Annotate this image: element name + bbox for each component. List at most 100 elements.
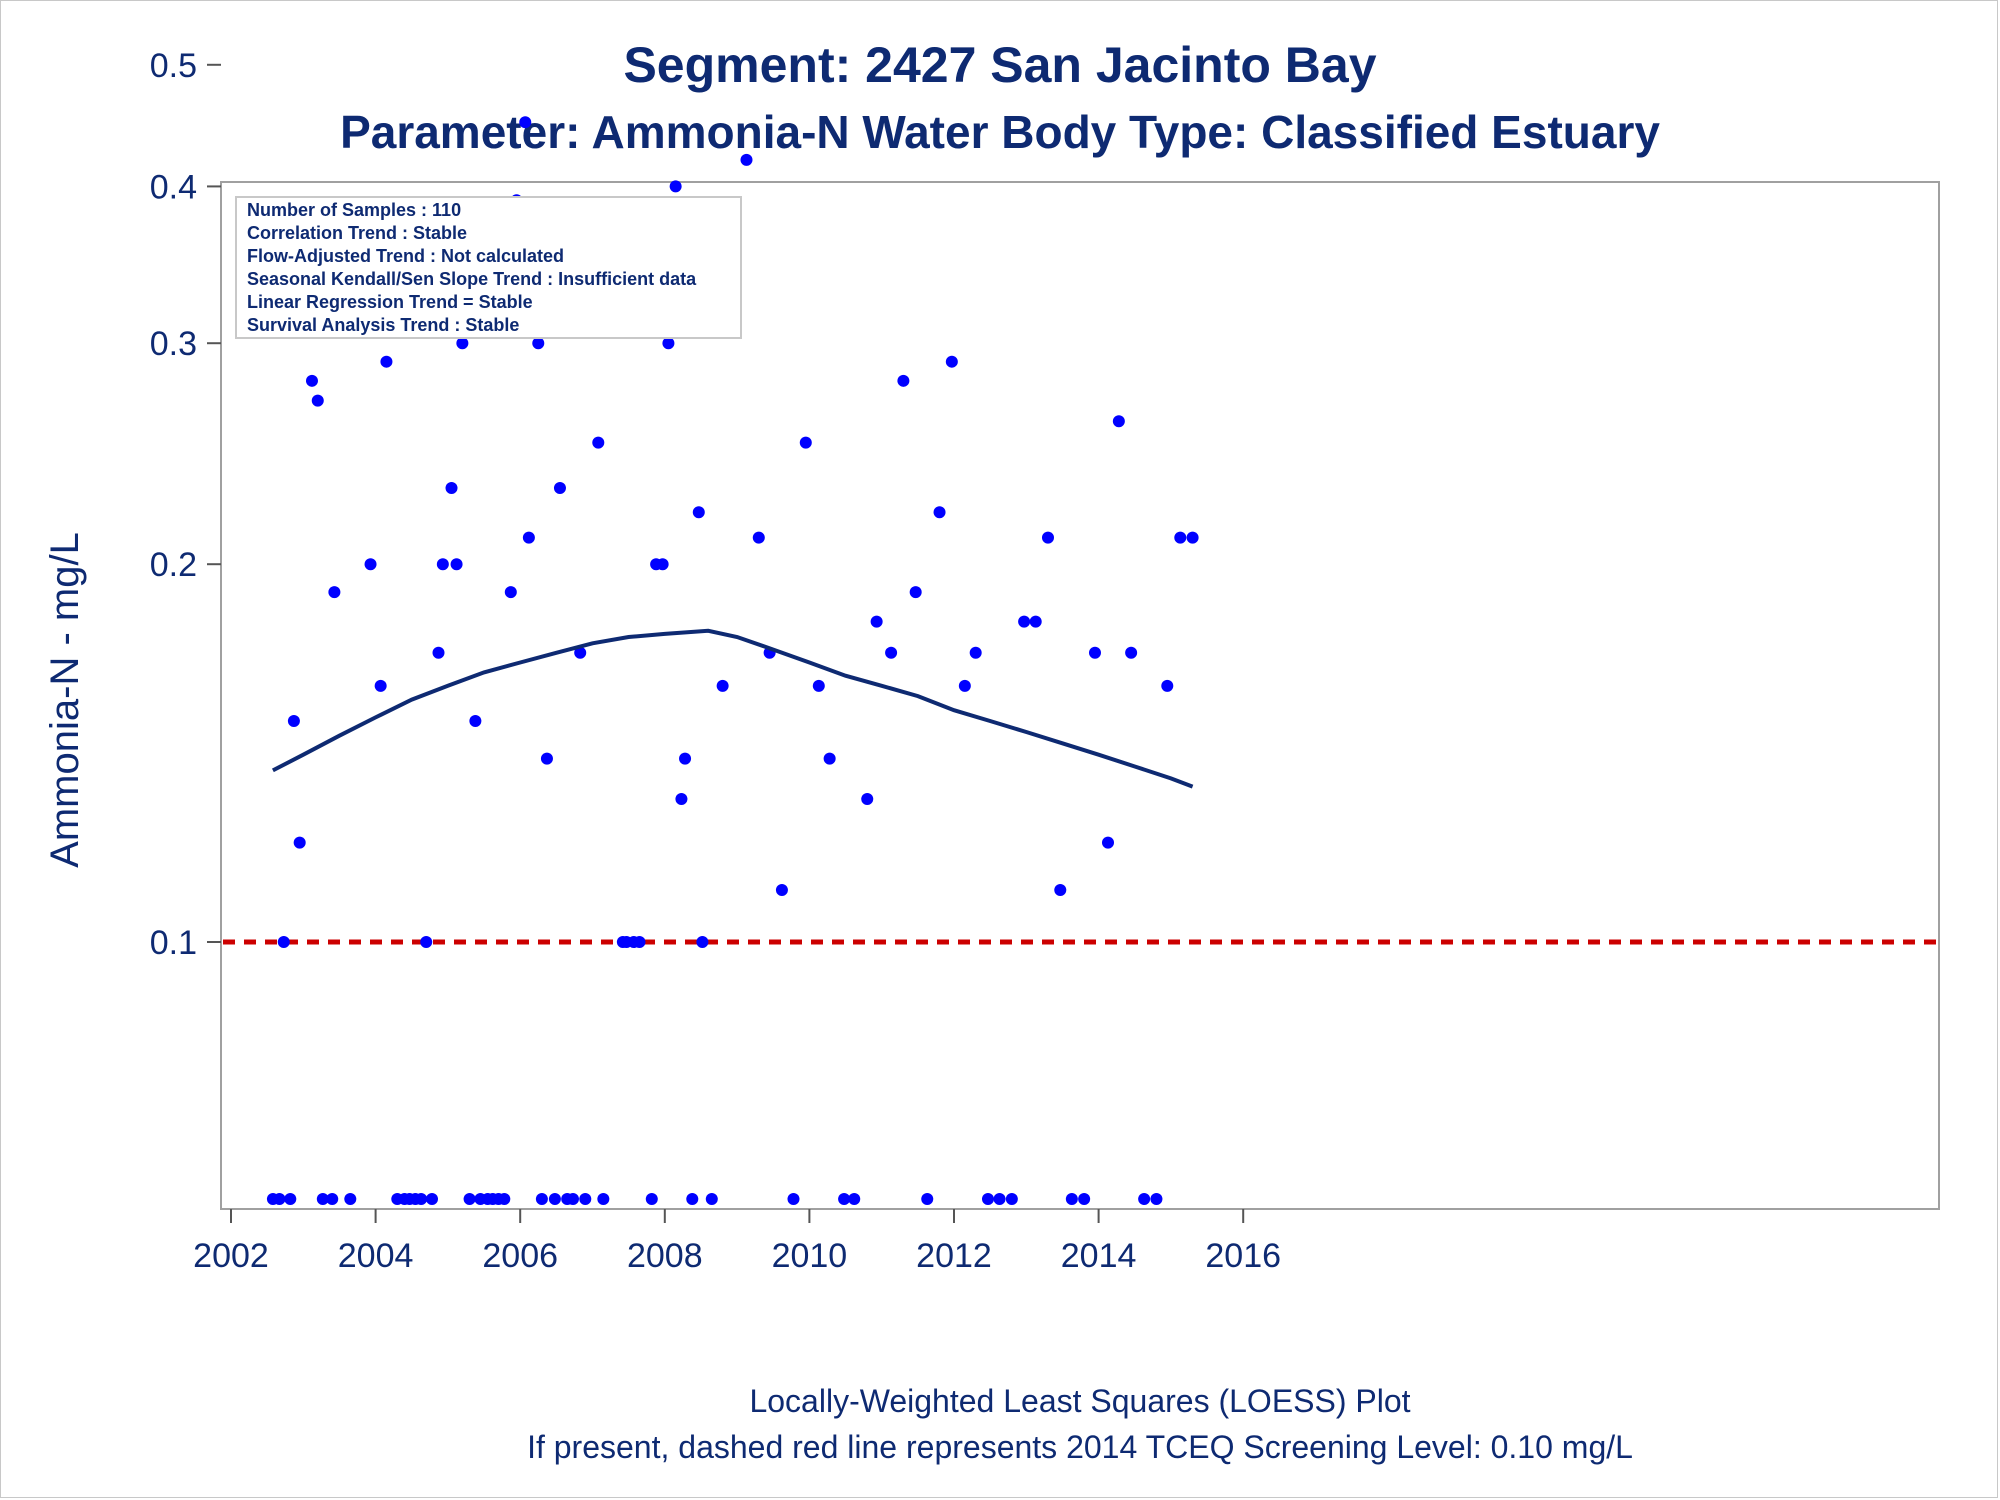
data-point <box>1174 531 1187 544</box>
data-point <box>522 531 535 544</box>
plot-area <box>220 181 1940 1210</box>
data-point <box>669 180 682 193</box>
data-point <box>1018 615 1031 628</box>
x-axis: 2002 2004 2006 2008 2010 2012 2014 2016 <box>193 1209 1281 1275</box>
data-point <box>897 374 910 387</box>
data-point <box>432 646 445 659</box>
data-point <box>316 1193 329 1205</box>
data-point <box>328 586 341 599</box>
data-point <box>273 1193 286 1205</box>
x-tick-label: 2008 <box>627 1237 703 1275</box>
y-tick-label: 0.1 <box>150 924 197 962</box>
data-point <box>1088 646 1101 659</box>
x-tick-label: 2010 <box>772 1237 848 1275</box>
data-point <box>645 1193 658 1205</box>
stats-samples: Number of Samples : 110 <box>247 200 461 220</box>
data-point <box>921 1193 934 1205</box>
data-point <box>675 793 688 806</box>
data-point <box>535 1193 548 1205</box>
data-point <box>686 1193 699 1205</box>
data-point <box>662 337 675 350</box>
data-point <box>705 1193 718 1205</box>
data-point <box>287 715 300 728</box>
stats-flow-adjusted-trend: Flow-Adjusted Trend : Not calculated <box>247 246 564 266</box>
data-point <box>1078 1193 1091 1205</box>
data-point <box>498 1193 511 1205</box>
data-point <box>969 646 982 659</box>
stats-box: Number of Samples : 110 Correlation Tren… <box>235 196 742 339</box>
data-point <box>1186 531 1199 544</box>
data-point <box>1138 1193 1151 1205</box>
x-tick-label: 2006 <box>482 1237 558 1275</box>
data-point <box>284 1193 297 1205</box>
data-point <box>740 153 753 166</box>
data-point <box>838 1193 851 1205</box>
data-point <box>1029 615 1042 628</box>
data-point <box>450 558 463 571</box>
data-point <box>1065 1193 1078 1205</box>
x-tick-label: 2002 <box>193 1237 269 1275</box>
x-tick-label: 2012 <box>916 1237 992 1275</box>
data-point <box>787 1193 800 1205</box>
data-point <box>861 793 874 806</box>
data-point <box>823 752 836 765</box>
data-point <box>456 337 469 350</box>
data-point <box>540 752 553 765</box>
footnote-loess: Locally-Weighted Least Squares (LOESS) P… <box>749 1383 1410 1419</box>
data-points <box>266 116 1199 1205</box>
data-point <box>305 374 318 387</box>
data-point <box>1150 1193 1163 1205</box>
x-tick-label: 2014 <box>1061 1237 1137 1275</box>
data-point <box>364 558 377 571</box>
y-axis-label: Ammonia-N - mg/L <box>43 532 87 868</box>
y-axis: 0.10.20.30.40.50.60.7 <box>150 47 221 962</box>
data-point <box>1101 836 1114 849</box>
stats-linear-regression-trend: Linear Regression Trend = Stable <box>247 292 533 312</box>
data-point <box>548 1193 561 1205</box>
data-point <box>311 394 324 407</box>
y-tick-label: 0.4 <box>150 168 197 206</box>
data-point <box>463 1193 476 1205</box>
y-tick-label: 0.2 <box>150 546 197 584</box>
data-point <box>469 715 482 728</box>
data-point <box>679 752 692 765</box>
data-point <box>344 1193 357 1205</box>
data-point <box>415 1193 428 1205</box>
data-point <box>909 586 922 599</box>
chart-title: Segment: 2427 San Jacinto Bay <box>623 37 1376 93</box>
data-point <box>380 355 393 368</box>
stats-correlation-trend: Correlation Trend : Stable <box>247 223 467 243</box>
data-point <box>579 1193 592 1205</box>
stats-box-border <box>235 196 742 339</box>
data-point <box>775 884 788 897</box>
data-point <box>445 482 458 495</box>
data-point <box>716 679 729 692</box>
data-point <box>993 1193 1006 1205</box>
stats-seasonal-kendall-trend: Seasonal Kendall/Sen Slope Trend : Insuf… <box>247 269 697 289</box>
footnote-screening-level: If present, dashed red line represents 2… <box>527 1429 1633 1465</box>
data-point <box>1005 1193 1018 1205</box>
data-point <box>436 558 449 571</box>
data-point <box>799 436 812 449</box>
data-point <box>566 1193 579 1205</box>
data-point <box>519 116 532 129</box>
loess-curve <box>271 628 1194 789</box>
data-point <box>1041 531 1054 544</box>
data-point <box>504 586 517 599</box>
data-point <box>812 679 825 692</box>
data-point <box>532 337 545 350</box>
data-point <box>277 936 290 948</box>
data-point <box>326 1193 339 1205</box>
data-point <box>1161 679 1174 692</box>
chart-subtitle: Parameter: Ammonia-N Water Body Type: Cl… <box>340 106 1660 158</box>
data-point <box>420 936 433 948</box>
data-point <box>597 1193 610 1205</box>
data-point <box>1054 884 1067 897</box>
data-point <box>425 1193 438 1205</box>
data-point <box>692 506 705 519</box>
data-point <box>870 615 883 628</box>
data-point <box>656 558 669 571</box>
data-point <box>981 1193 994 1205</box>
